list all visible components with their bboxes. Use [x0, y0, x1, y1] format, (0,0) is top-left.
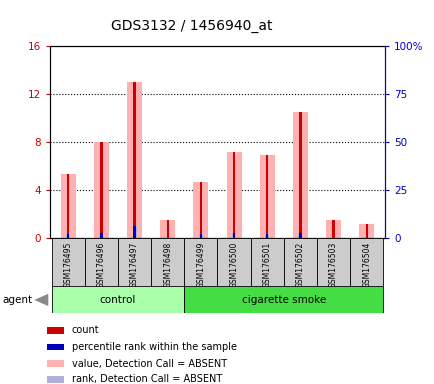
Polygon shape: [34, 294, 48, 306]
Bar: [61, 174, 76, 238]
Bar: [67, 174, 69, 238]
Bar: [184, 238, 217, 286]
Bar: [160, 220, 175, 238]
Bar: [217, 238, 250, 286]
Bar: [118, 238, 151, 286]
Text: GSM176500: GSM176500: [229, 242, 238, 288]
Bar: [265, 235, 269, 238]
Bar: [365, 223, 367, 238]
Bar: [259, 155, 274, 238]
Bar: [166, 220, 168, 238]
Text: GSM176501: GSM176501: [262, 242, 271, 288]
Text: GSM176496: GSM176496: [97, 242, 106, 288]
Bar: [47, 327, 64, 334]
Bar: [299, 112, 301, 238]
Text: GSM176497: GSM176497: [130, 242, 139, 288]
Bar: [199, 182, 202, 238]
Text: GDS3132 / 1456940_at: GDS3132 / 1456940_at: [110, 19, 272, 33]
Bar: [132, 226, 136, 238]
Text: GSM176503: GSM176503: [328, 242, 337, 288]
Bar: [266, 155, 268, 238]
Bar: [299, 233, 301, 238]
Text: rank, Detection Call = ABSENT: rank, Detection Call = ABSENT: [72, 374, 221, 384]
Bar: [198, 235, 202, 238]
Text: value, Detection Call = ABSENT: value, Detection Call = ABSENT: [72, 359, 226, 369]
Bar: [133, 226, 135, 238]
Bar: [199, 235, 202, 238]
Bar: [266, 235, 268, 238]
Bar: [292, 112, 307, 238]
Bar: [94, 142, 108, 238]
Bar: [226, 152, 241, 238]
Bar: [283, 238, 316, 286]
Bar: [349, 238, 382, 286]
Bar: [47, 344, 64, 350]
Bar: [193, 182, 208, 238]
Bar: [232, 152, 235, 238]
Text: GSM176504: GSM176504: [362, 242, 370, 288]
Text: GSM176502: GSM176502: [295, 242, 304, 288]
Bar: [133, 82, 135, 238]
Bar: [250, 238, 283, 286]
Text: GSM176499: GSM176499: [196, 242, 205, 288]
Text: agent: agent: [2, 295, 32, 305]
Bar: [47, 361, 64, 367]
Bar: [298, 233, 302, 238]
Bar: [100, 142, 102, 238]
Text: count: count: [72, 325, 99, 335]
Text: control: control: [99, 295, 136, 305]
Bar: [66, 235, 70, 238]
Text: GSM176498: GSM176498: [163, 242, 172, 288]
Bar: [100, 233, 102, 238]
Bar: [52, 238, 85, 286]
Text: percentile rank within the sample: percentile rank within the sample: [72, 342, 236, 352]
Bar: [232, 233, 236, 238]
Bar: [358, 223, 373, 238]
Bar: [99, 233, 103, 238]
Text: GSM176495: GSM176495: [64, 242, 72, 288]
Bar: [67, 235, 69, 238]
Bar: [85, 238, 118, 286]
Bar: [184, 286, 382, 313]
Bar: [332, 220, 334, 238]
Bar: [151, 238, 184, 286]
Text: cigarette smoke: cigarette smoke: [241, 295, 325, 305]
Bar: [52, 286, 184, 313]
Bar: [127, 82, 142, 238]
Bar: [326, 220, 340, 238]
Bar: [316, 238, 349, 286]
Bar: [232, 233, 235, 238]
Bar: [47, 376, 64, 382]
